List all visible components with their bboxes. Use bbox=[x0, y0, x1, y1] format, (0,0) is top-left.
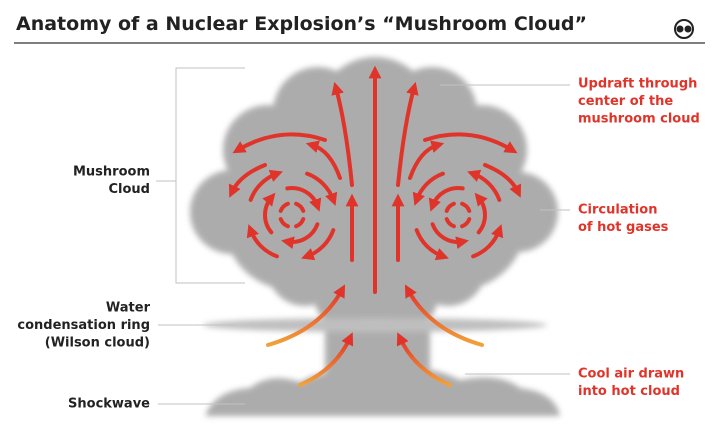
right-label: center of the bbox=[578, 94, 673, 109]
right-label: mushroom cloud bbox=[578, 112, 700, 127]
right-label: into hot cloud bbox=[578, 384, 680, 399]
right-label: Cool air drawn bbox=[578, 367, 684, 382]
right-label: of hot gases bbox=[578, 220, 669, 235]
right-label: Updraft through bbox=[578, 77, 697, 92]
logo-icon bbox=[675, 20, 693, 38]
infographic: Anatomy of a Nuclear Explosion’s “Mushro… bbox=[0, 0, 719, 424]
left-label: Water bbox=[106, 301, 151, 316]
left-label: condensation ring bbox=[17, 318, 150, 333]
title: Anatomy of a Nuclear Explosion’s “Mushro… bbox=[16, 13, 587, 35]
left-label: Mushroom bbox=[73, 165, 150, 180]
left-label: Shockwave bbox=[68, 397, 150, 412]
right-label: Circulation bbox=[578, 203, 657, 218]
left-label: (Wilson cloud) bbox=[45, 336, 150, 351]
left-label: Cloud bbox=[109, 182, 151, 197]
